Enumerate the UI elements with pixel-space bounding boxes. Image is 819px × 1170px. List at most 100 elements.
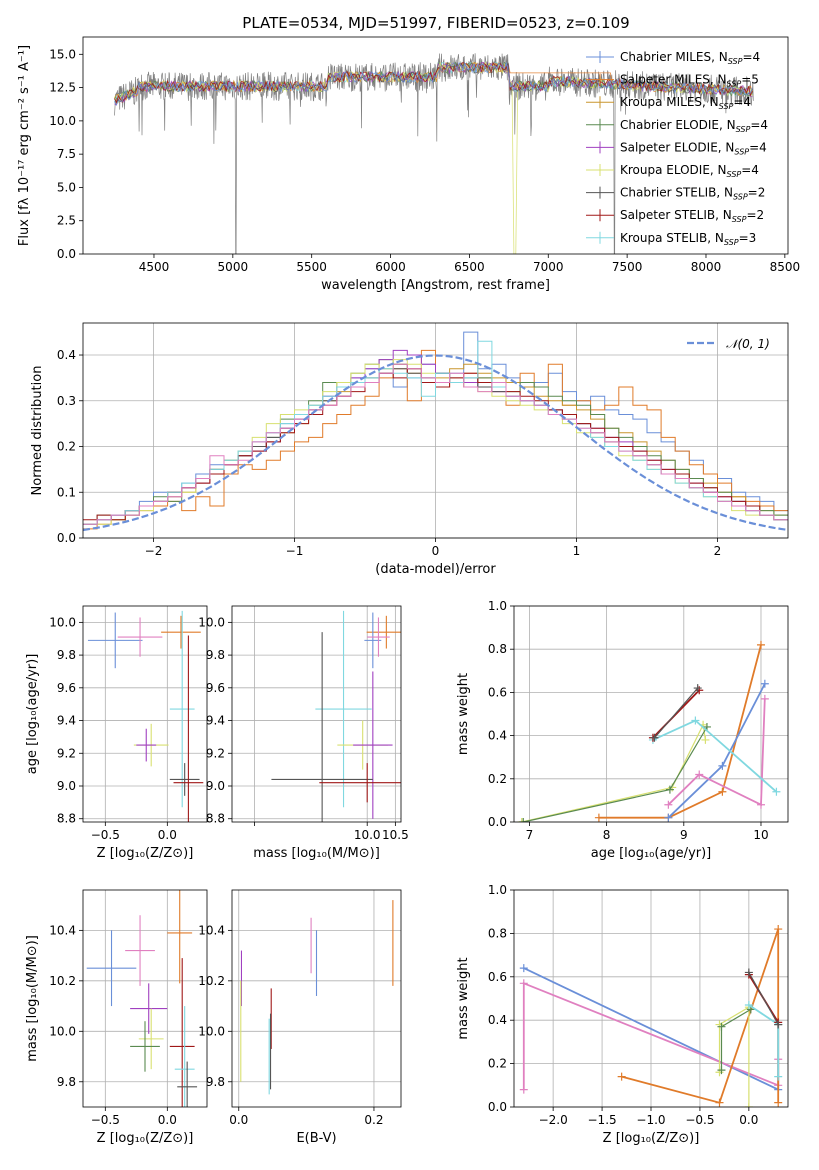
hist-series-step xyxy=(83,363,788,525)
x-tick-label: −1.5 xyxy=(588,1113,617,1127)
legend-label-tail: =2 xyxy=(746,208,764,222)
x-axis-label: wavelength [Angstrom, rest frame] xyxy=(321,278,550,293)
x-tick-label: −1.0 xyxy=(636,1113,665,1127)
x-tick-label: 7000 xyxy=(533,260,564,274)
x-tick-label: −1 xyxy=(286,544,304,558)
y-tick-label: 0.6 xyxy=(488,970,507,984)
legend-label-tail: =4 xyxy=(750,118,768,132)
plot-area xyxy=(87,610,204,822)
mass-weight-marker xyxy=(517,818,526,822)
y-tick-label: 9.6 xyxy=(57,681,76,695)
y-tick-label: 0.2 xyxy=(488,1057,507,1071)
x-tick-label: 0.2 xyxy=(364,1113,383,1127)
mass-weight-marker xyxy=(594,813,603,822)
y-tick-label: 0.6 xyxy=(488,685,507,699)
axes-frame xyxy=(82,322,789,539)
x-tick-label: 10.0 xyxy=(354,828,381,842)
x-tick-label: 9 xyxy=(680,828,688,842)
x-axis-label: E(B-V) xyxy=(296,1131,336,1146)
legend-label-tail: =3 xyxy=(739,231,757,245)
y-tick-label: 10.0 xyxy=(49,114,76,128)
mass-weight-marker xyxy=(718,787,727,796)
x-tick-label: 8500 xyxy=(770,260,801,274)
legend-label-sub: SSP xyxy=(728,57,743,66)
y-tick-label: 0.2 xyxy=(488,772,507,786)
y-tick-label: 0.4 xyxy=(57,348,76,362)
data-point-errorbar xyxy=(86,930,137,1007)
axes-frame xyxy=(82,605,208,823)
legend-label: Salpeter STELIB, NSSP=2 xyxy=(620,208,764,224)
panel-age_weight: 7 8 9 10 0.0 0.2 0.4 0.6 0.8 1.0 age [log₁₀(age/yr… xyxy=(456,599,789,861)
x-tick-label: 5500 xyxy=(296,260,327,274)
x-tick-label: −2.0 xyxy=(539,1113,568,1127)
mass-weight-marker xyxy=(717,1066,726,1075)
y-tick-label: 9.0 xyxy=(206,779,225,793)
y-tick-label: 9.8 xyxy=(57,1075,76,1089)
x-tick-label: 10 xyxy=(753,828,768,842)
y-tick-label: 2.5 xyxy=(57,214,76,228)
x-axis-label: Z [log₁₀(Z/Z⊙)] xyxy=(603,1131,700,1146)
y-tick-label: 9.2 xyxy=(57,746,76,760)
data-point-errorbar xyxy=(87,612,143,669)
y-tick-label: 1.0 xyxy=(488,599,507,613)
x-tick-label: 5000 xyxy=(218,260,249,274)
panel-ebv_mass: 0.0 0.2 9.8 10.0 10.2 10.4 E(B-V) xyxy=(198,889,402,1146)
y-tick-label: 9.2 xyxy=(206,746,225,760)
legend-label-sub: SSP xyxy=(733,193,748,202)
legend-label-tail: =4 xyxy=(733,95,751,109)
x-axis-label: mass [log₁₀(M/M⊙)] xyxy=(253,846,380,861)
x-tick-label: 8000 xyxy=(691,260,722,274)
legend-label-sub: SSP xyxy=(732,215,747,224)
x-axis-label: age [log₁₀(age/yr)] xyxy=(591,846,712,861)
mass-weight-marker xyxy=(701,735,710,744)
data-point-errorbar xyxy=(130,1021,160,1072)
x-tick-label: 8 xyxy=(603,828,611,842)
panel-z_weight: −2.0 −1.5 −1.0 −0.5 0.0 0.0 0.2 0.4 0.6 0.8 1.0 Z [… xyxy=(456,883,789,1146)
data-point-errorbar xyxy=(117,617,163,657)
axes-frame xyxy=(513,605,789,823)
mass-weight-marker xyxy=(774,1020,783,1029)
y-tick-label: 0.0 xyxy=(57,247,76,261)
legend-label: Kroupa STELIB, NSSP=3 xyxy=(620,231,756,247)
mass-weight-line xyxy=(720,1008,752,1071)
legend-label-tail: =5 xyxy=(741,73,759,87)
data-point-errorbar xyxy=(138,1008,164,1070)
y-tick-label: 8.8 xyxy=(57,812,76,826)
legend-label-sub: SSP xyxy=(719,102,734,111)
y-axis-label: Normed distribution xyxy=(30,366,45,496)
data-point-errorbar xyxy=(174,1006,195,1107)
legend-label: 𝒩(0, 1) xyxy=(726,337,770,351)
data-point-errorbar xyxy=(167,890,193,984)
x-tick-label: 1 xyxy=(573,544,581,558)
y-tick-label: 9.8 xyxy=(57,648,76,662)
x-tick-label: 6500 xyxy=(454,260,485,274)
y-tick-label: 0.8 xyxy=(488,926,507,940)
axes-frame xyxy=(82,36,789,255)
mass-weight-marker xyxy=(774,925,783,934)
x-tick-label: −0.5 xyxy=(685,1113,714,1127)
x-tick-label: 0.0 xyxy=(739,1113,758,1127)
mass-weight-marker xyxy=(519,818,528,822)
plot-area xyxy=(271,610,401,822)
plot-area xyxy=(114,53,754,254)
legend-label-tail: =4 xyxy=(741,163,759,177)
mass-weight-marker xyxy=(519,1085,528,1094)
mass-weight-line xyxy=(598,644,762,819)
y-tick-label: 10.0 xyxy=(49,1024,76,1038)
mass-weight-marker xyxy=(760,694,769,703)
y-tick-label: 0.0 xyxy=(488,1100,507,1114)
x-tick-label: 7 xyxy=(526,828,534,842)
legend-label-tail: =4 xyxy=(749,140,767,154)
x-tick-label: 0.0 xyxy=(158,828,177,842)
x-tick-label: 0 xyxy=(432,544,440,558)
y-axis-label: age [log₁₀(age/yr)] xyxy=(25,654,40,775)
legend-label-sub: SSP xyxy=(736,125,751,134)
y-tick-label: 0.3 xyxy=(57,394,76,408)
mass-weight-marker xyxy=(744,1103,753,1107)
figure-title: PLATE=0534, MJD=51997, FIBERID=0523, z=0… xyxy=(242,14,629,32)
observed-spectrum-line xyxy=(114,53,754,254)
y-tick-label: 9.8 xyxy=(206,648,225,662)
mass-weight-marker xyxy=(744,968,753,977)
mass-weight-marker xyxy=(519,979,528,988)
